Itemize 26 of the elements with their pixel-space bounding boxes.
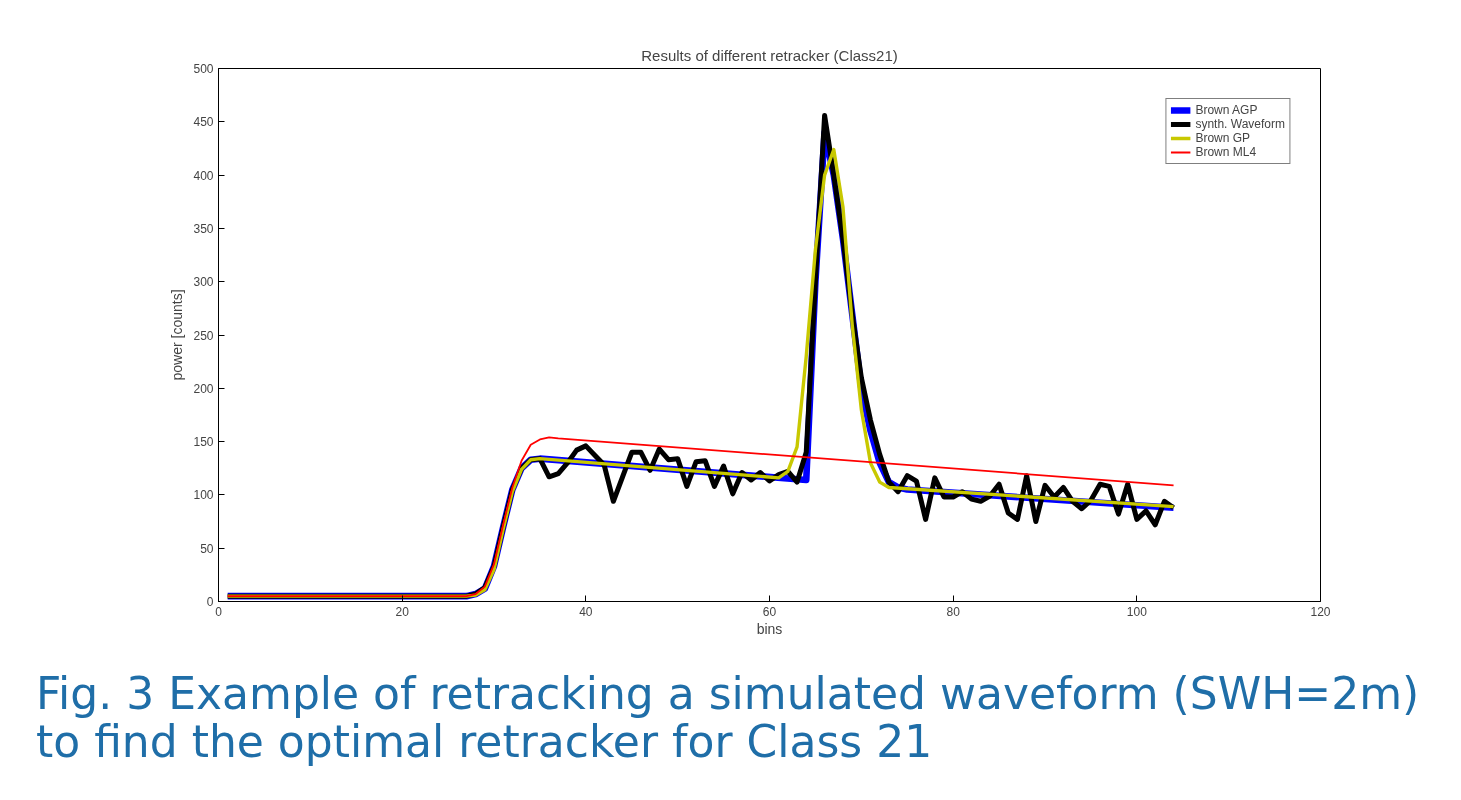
- legend-label: Brown AGP: [1195, 103, 1258, 117]
- legend-label: synth. Waveform: [1195, 117, 1285, 131]
- x-tick-label: 120: [1310, 604, 1331, 619]
- chart-title: Results of different retracker (Class21): [641, 46, 898, 64]
- y-axis-title: power [counts]: [169, 289, 186, 381]
- y-tick-label: 500: [193, 62, 214, 76]
- x-tick-label: 80: [946, 604, 961, 619]
- y-tick-label: 200: [193, 381, 214, 396]
- line-series: [226, 436, 1175, 598]
- x-tick-label: 100: [1126, 604, 1148, 619]
- y-tick-label: 0: [206, 595, 214, 609]
- y-tick-label: 250: [193, 328, 214, 343]
- x-tick-label: 40: [579, 604, 593, 619]
- y-tick-label: 450: [193, 115, 214, 130]
- legend-label: Brown GP: [1195, 131, 1251, 145]
- y-tick-label: 350: [193, 221, 214, 236]
- y-tick-label: 150: [193, 435, 214, 450]
- y-tick-label: 300: [193, 275, 214, 290]
- y-tick-label: 400: [193, 168, 214, 183]
- x-axis-title: bins: [756, 620, 783, 637]
- y-tick-label: 50: [200, 541, 214, 556]
- legend-label: Brown ML4: [1195, 145, 1257, 159]
- x-tick-label: 20: [395, 604, 410, 619]
- caption: Fig. 3 Example of retracking a simulated waveform (SWH=2m) to find the optimal retracker for Class 21: [36, 668, 1421, 768]
- x-tick-label: 60: [762, 604, 777, 619]
- y-tick-label: 100: [193, 488, 214, 503]
